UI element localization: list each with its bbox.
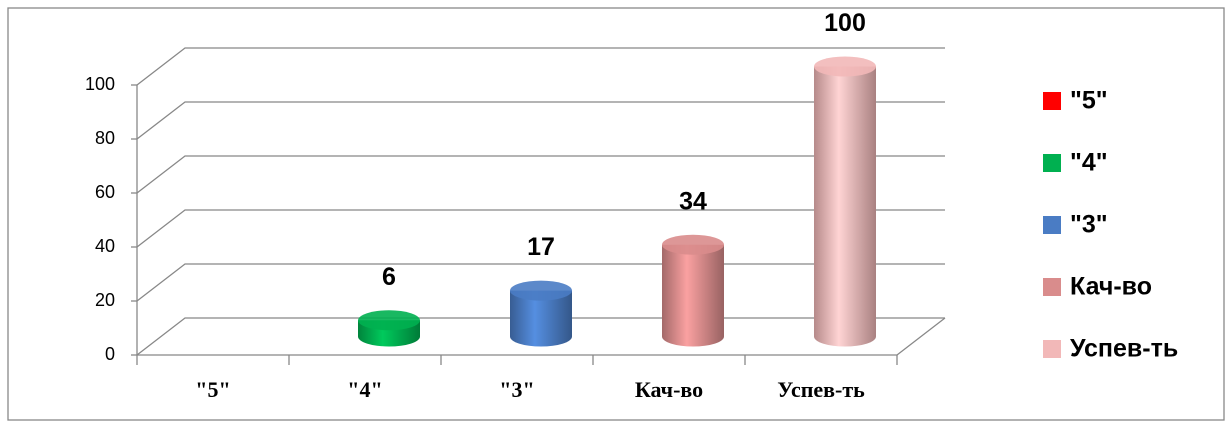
chart-frame [7,7,1225,421]
cylinder [814,56,876,347]
y-tick-label: 20 [95,290,115,310]
x-tick-label: Кач-во [635,377,703,402]
cylinder-top [510,280,572,301]
legend-label: "3" [1070,211,1108,239]
x-tick-label: "4" [347,377,382,402]
y-tick-label: 0 [105,344,115,364]
y-tick-label: 60 [95,182,115,202]
cylinder [358,310,420,347]
cylinder [662,234,724,347]
legend-label: Кач-во [1070,273,1152,301]
data-label: 100 [824,9,866,37]
cylinder-body [510,290,572,347]
legend-label: Успев-ть [1070,335,1178,363]
cylinder-top [358,310,420,331]
x-tick-label: "3" [499,377,534,402]
grid-line [136,101,945,140]
legend-label: "4" [1070,149,1108,177]
data-label: 17 [527,233,555,261]
x-tick-label: "5" [195,377,230,402]
cylinder-top [814,56,876,77]
grid-line [136,155,945,194]
cylinder [510,280,572,347]
x-tick-label: Успев-ть [777,377,865,402]
y-tick-label: 40 [95,236,115,256]
grid-line [136,209,945,248]
legend-swatch [1043,278,1061,296]
grid-line [136,47,945,86]
legend-swatch [1043,154,1061,172]
legend-swatch [1043,92,1061,110]
cylinder-body [814,66,876,347]
legend-swatch [1043,340,1061,358]
data-label: 6 [382,263,396,291]
cylinder-body [662,244,724,347]
y-tick-label: 80 [95,128,115,148]
cylinder-top [662,234,724,255]
data-label: 34 [679,187,707,215]
legend-label: "5" [1070,87,1108,115]
legend-swatch [1043,216,1061,234]
y-tick-label: 100 [85,74,115,94]
